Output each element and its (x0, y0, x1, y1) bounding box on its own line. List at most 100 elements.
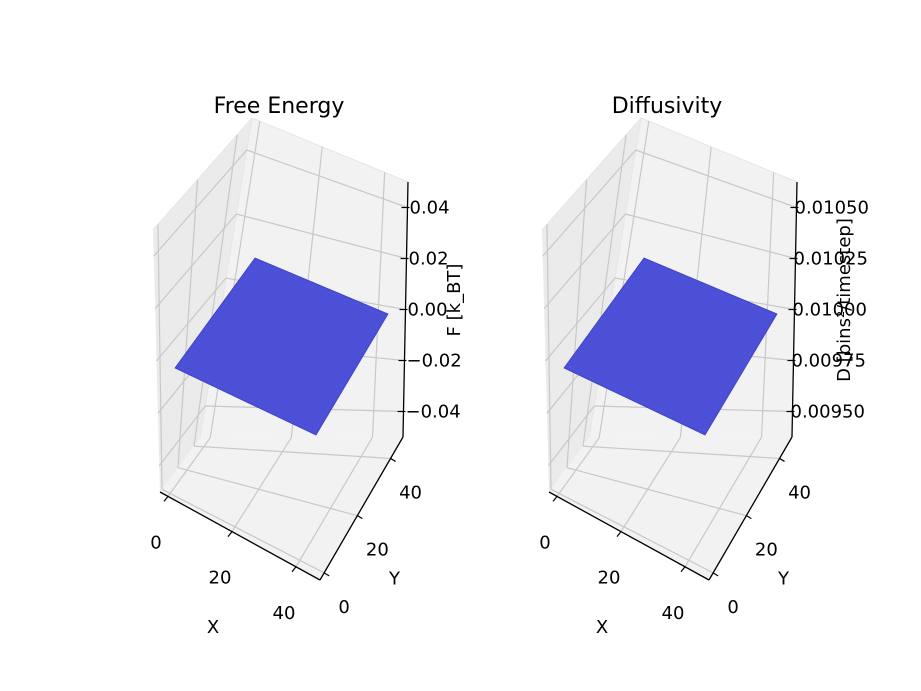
floor-pane (160, 437, 403, 580)
z-tick-label: 0.01000 (793, 300, 867, 321)
x-gridline-vertical (177, 179, 199, 468)
z-gridline (153, 149, 408, 257)
surface-mesh-line (607, 307, 745, 369)
surface-mesh-line (629, 277, 765, 336)
y-gridline (582, 445, 780, 460)
surface-mesh-line (234, 285, 371, 345)
z-axis-label: F [k_BT] (444, 264, 465, 337)
x-gridline (167, 437, 211, 497)
z-tick-label: 0.00 (408, 300, 448, 321)
surface-mesh-line (220, 304, 358, 366)
x-tick (552, 496, 558, 502)
z-gridline (547, 405, 793, 467)
surface-mesh-line (605, 310, 743, 372)
x-tick-label: 0 (150, 532, 161, 553)
chart-title: Free Energy (214, 94, 345, 119)
surface-mesh-line (644, 290, 721, 407)
surface-mesh-line (687, 306, 761, 427)
x-gridline (231, 437, 292, 532)
y-gridline-vertical (371, 172, 386, 438)
surface-mesh-line (242, 274, 378, 333)
surface-mesh-line (224, 299, 362, 360)
x-tick-label: 20 (598, 568, 621, 589)
surface-mesh-line (680, 304, 754, 424)
surface-mesh-line (245, 285, 322, 402)
y-gridline (566, 467, 747, 517)
z-tick-label: −0.04 (406, 402, 461, 423)
surface-mesh-line (641, 288, 718, 405)
x-tick (163, 496, 169, 502)
y-tick (746, 515, 752, 520)
surface-mesh-line (262, 292, 339, 410)
surface-mesh-line (308, 311, 382, 432)
y-tick-label: 20 (755, 540, 778, 561)
y-tick (323, 572, 330, 577)
surface-mesh-line (248, 266, 383, 324)
surface-mesh-line (228, 293, 365, 354)
surface-mesh-line (625, 282, 761, 342)
surface-mesh-line (676, 302, 751, 422)
surface-plane (563, 257, 778, 436)
surface-mesh-line (294, 305, 369, 426)
x-axis-line (548, 491, 710, 581)
x-gridline-vertical (566, 179, 588, 468)
z-gridline (542, 149, 797, 257)
surface-mesh-line (252, 288, 329, 405)
surface-mesh-line (639, 263, 774, 321)
surface-mesh-line (615, 296, 752, 357)
surface-mesh-line (635, 268, 770, 327)
x-gridline (620, 437, 681, 532)
surface-mesh-line (240, 277, 376, 336)
surface-mesh-line (291, 304, 365, 424)
surface-mesh-line (244, 271, 380, 330)
surface-mesh-line (631, 274, 767, 333)
y-tick (712, 572, 719, 577)
surface-mesh-line (637, 287, 714, 404)
y-axis-label: Y (388, 569, 401, 590)
x-tick-label: 20 (209, 568, 232, 589)
left-pane (153, 118, 252, 492)
y-gridline (161, 488, 325, 574)
surface-mesh-line (238, 279, 374, 339)
x-gridline-vertical (157, 224, 163, 490)
x-gridline-vertical (582, 134, 627, 447)
surface-mesh-line (662, 297, 738, 415)
surface-mesh-line (619, 290, 756, 351)
surface-mesh-line (655, 294, 731, 412)
y-tick (779, 457, 785, 462)
x-axis-label: X (596, 617, 608, 638)
surface-mesh-line (280, 299, 355, 419)
surface-mesh-line (250, 263, 385, 321)
surface-mesh-line (266, 294, 342, 412)
y-tick (357, 515, 363, 520)
floor-pane (549, 437, 792, 580)
surface-mesh-line (270, 295, 345, 414)
y-tick-label: 0 (338, 597, 349, 618)
x-tick-label: 40 (662, 603, 685, 624)
y-tick (390, 457, 396, 462)
surface-mesh-line (627, 279, 763, 339)
surface-mesh-line (669, 299, 744, 419)
surface-mesh-line (609, 304, 747, 366)
surface-mesh-line (694, 309, 768, 431)
x-tick-label: 40 (273, 603, 296, 624)
surface-mesh-line (298, 306, 372, 427)
z-gridline (543, 213, 796, 309)
y-tick-label: 40 (399, 482, 422, 503)
y-gridline (177, 467, 358, 517)
x-axis-line (159, 491, 321, 581)
z-tick-label: 0.02 (409, 249, 449, 270)
surface-plane (174, 257, 389, 436)
chart-title: Diffusivity (612, 94, 723, 119)
y-tick-label: 40 (788, 482, 811, 503)
y-axis-line (319, 436, 404, 581)
y-gridline (193, 445, 391, 460)
x-gridline-vertical (546, 224, 552, 490)
surface-mesh-line (216, 310, 354, 372)
surface-mesh-line (232, 288, 369, 348)
x-gridline (684, 436, 763, 568)
surface-mesh-line (641, 260, 776, 318)
x-gridline-vertical (193, 134, 238, 447)
surface-mesh-line (634, 285, 711, 402)
